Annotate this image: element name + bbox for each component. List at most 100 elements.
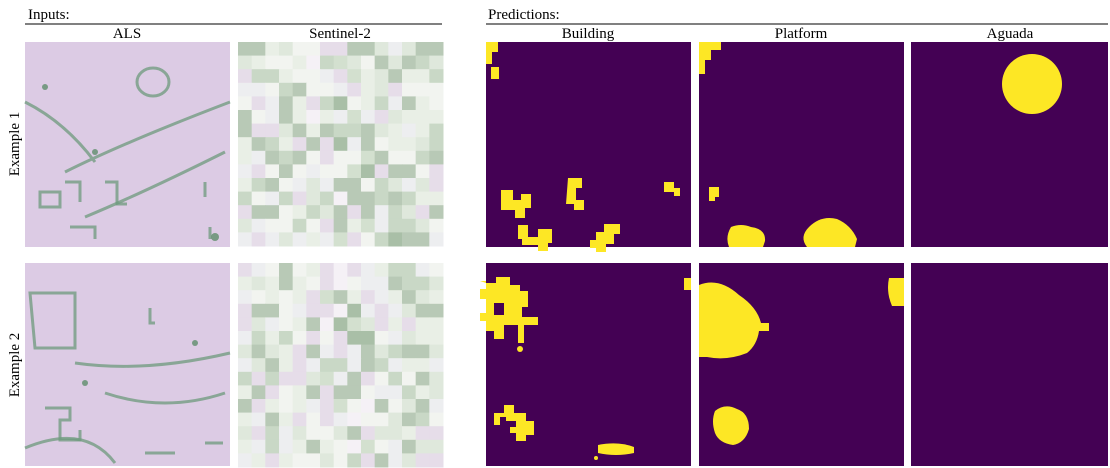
pixel <box>238 83 252 97</box>
pixel <box>320 42 334 56</box>
pixel <box>279 42 293 56</box>
pixel <box>238 399 252 413</box>
pixel <box>320 205 334 219</box>
pixel <box>238 304 252 318</box>
pixel <box>402 69 416 83</box>
pixel <box>252 277 266 291</box>
pixel <box>429 426 443 440</box>
pixel <box>416 345 430 359</box>
pixel <box>347 232 361 246</box>
pixel <box>334 453 348 467</box>
pixel <box>388 124 402 138</box>
pixel <box>265 453 279 467</box>
pixel <box>279 277 293 291</box>
sentinel-image <box>238 263 444 468</box>
pixel <box>279 358 293 372</box>
pixel <box>388 426 402 440</box>
pixel <box>375 426 389 440</box>
pixel <box>279 426 293 440</box>
pixel <box>388 205 402 219</box>
pixel <box>293 110 307 124</box>
pixel <box>306 192 320 206</box>
pixel <box>416 385 430 399</box>
pixel <box>265 164 279 178</box>
pixel <box>375 56 389 70</box>
pixel <box>429 69 443 83</box>
pixel <box>252 124 266 138</box>
pixel <box>293 372 307 386</box>
pixel <box>402 453 416 467</box>
pixel <box>347 151 361 165</box>
pixel <box>320 372 334 386</box>
pixel <box>293 440 307 454</box>
pixel <box>265 192 279 206</box>
pixel <box>265 96 279 110</box>
pixel <box>279 317 293 331</box>
pixel <box>416 151 430 165</box>
pixel <box>361 69 375 83</box>
shape <box>192 340 198 346</box>
pixel <box>375 205 389 219</box>
pixel <box>361 317 375 331</box>
pixel <box>306 232 320 246</box>
pixel <box>416 290 430 304</box>
pixel <box>306 317 320 331</box>
pixel <box>293 192 307 206</box>
platform-prediction <box>699 42 904 247</box>
pixel <box>293 56 307 70</box>
pixel <box>361 372 375 386</box>
pixel <box>320 69 334 83</box>
pixel <box>388 331 402 345</box>
pixel <box>375 219 389 233</box>
pixel <box>279 124 293 138</box>
pixel <box>334 426 348 440</box>
pixel <box>306 358 320 372</box>
pixel <box>306 290 320 304</box>
pixel <box>334 413 348 427</box>
pixel <box>252 164 266 178</box>
pixel <box>388 69 402 83</box>
pixel <box>375 124 389 138</box>
pixel <box>375 178 389 192</box>
pixel <box>293 137 307 151</box>
pixel <box>361 290 375 304</box>
pixel <box>238 219 252 233</box>
pixel <box>347 372 361 386</box>
pixel <box>375 263 389 277</box>
pixel <box>402 42 416 56</box>
pixel <box>361 331 375 345</box>
pixel <box>279 263 293 277</box>
pixel <box>279 345 293 359</box>
pixel <box>416 426 430 440</box>
pixel <box>293 151 307 165</box>
pixel <box>320 56 334 70</box>
pixel <box>279 137 293 151</box>
pixel <box>320 96 334 110</box>
pixel <box>388 385 402 399</box>
column-header: ALS <box>113 26 141 42</box>
pixel <box>334 399 348 413</box>
pixel <box>375 69 389 83</box>
pixel <box>388 178 402 192</box>
pixel <box>361 205 375 219</box>
pixel <box>252 83 266 97</box>
pixel <box>334 372 348 386</box>
pixel <box>375 96 389 110</box>
pixel <box>347 69 361 83</box>
pixel <box>265 232 279 246</box>
pixel <box>361 277 375 291</box>
pixel <box>320 164 334 178</box>
pixel <box>388 413 402 427</box>
pixel <box>388 372 402 386</box>
pixel <box>293 96 307 110</box>
pixel <box>252 219 266 233</box>
pixel <box>279 219 293 233</box>
pixel <box>361 178 375 192</box>
pixel <box>306 426 320 440</box>
pixel <box>306 331 320 345</box>
pixel <box>416 453 430 467</box>
pixel <box>279 69 293 83</box>
pixel <box>416 110 430 124</box>
pixel <box>347 426 361 440</box>
pixel <box>320 385 334 399</box>
